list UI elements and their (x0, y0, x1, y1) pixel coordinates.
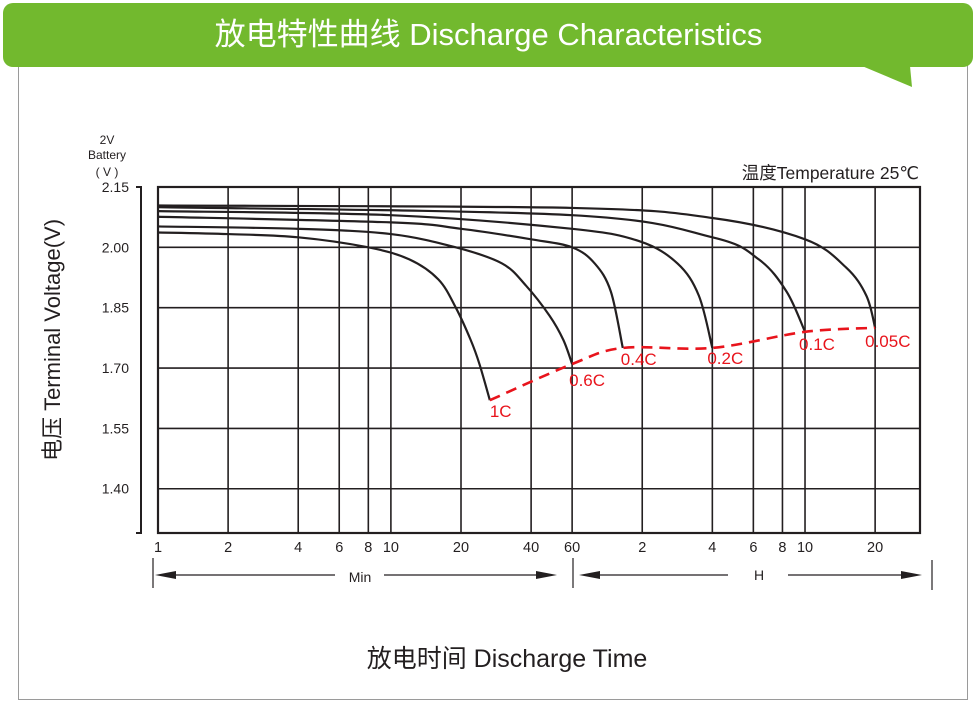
y-tick-label: 1.85 (102, 300, 129, 316)
temperature-annotation: 温度Temperature 25℃ (742, 163, 919, 183)
arrow-left-icon (155, 571, 176, 579)
discharge-curve-0_2C (157, 210, 714, 349)
x-tick-label: 20 (453, 540, 469, 556)
y-axis-bracket (136, 186, 142, 534)
y-axis-title: 电压 Terminal Voltage(V) (40, 219, 65, 461)
arrow-left-icon (579, 571, 600, 579)
discharge-curve-0_6C (157, 225, 574, 365)
x-tick-label: 40 (523, 540, 539, 556)
y-tick-label: 2.15 (102, 179, 129, 195)
arrow-right-icon (901, 571, 922, 579)
x-tick-label: 10 (797, 540, 813, 556)
y-unit-line2: Battery (88, 148, 126, 162)
title-banner (3, 3, 973, 67)
plot-border (156, 185, 922, 535)
y-unit-line3: ( V ) (96, 165, 119, 179)
x-tick-label: 4 (294, 540, 302, 556)
series-label-0_05C: 0.05C (865, 332, 910, 351)
x-tick-label: 6 (749, 540, 757, 556)
y-tick-label: 2.00 (102, 239, 129, 255)
series-label-1C: 1C (490, 402, 512, 421)
banner-tail (862, 66, 912, 87)
x-tick-label: 8 (778, 540, 786, 556)
discharge-curve-0_05C (157, 204, 877, 329)
series-label-0_6C: 0.6C (569, 371, 605, 390)
x-tick-label: 8 (364, 540, 372, 556)
x-axis-title: 放电时间 Discharge Time (367, 645, 648, 673)
y-tick-label: 1.55 (102, 420, 129, 436)
discharge-curve-1C (157, 231, 491, 401)
x-tick-label: 6 (335, 540, 343, 556)
segment-arrows (152, 558, 933, 590)
chart-title: 放电特性曲线 Discharge Characteristics (214, 17, 763, 52)
y-tick-label: 1.70 (102, 360, 129, 376)
end-voltage-dashed-line (489, 326, 876, 402)
y-unit-line1: 2V (100, 133, 115, 147)
x-tick-label: 2 (224, 540, 232, 556)
segment-label-hours: H (754, 567, 764, 583)
x-tick-label: 20 (867, 540, 883, 556)
y-tick-label: 1.40 (102, 481, 129, 497)
discharge-curve-0_4C (157, 215, 624, 349)
discharge-curve-0_1C (157, 206, 807, 333)
segment-label-min: Min (349, 569, 372, 585)
arrow-right-icon (536, 571, 557, 579)
x-tick-label: 60 (564, 540, 580, 556)
series-label-0_4C: 0.4C (621, 350, 657, 369)
series-label-0_1C: 0.1C (799, 335, 835, 354)
x-tick-label: 4 (708, 540, 716, 556)
x-tick-label: 2 (638, 540, 646, 556)
x-tick-label: 1 (154, 540, 162, 556)
series-label-0_2C: 0.2C (707, 349, 743, 368)
x-tick-label: 10 (383, 540, 399, 556)
